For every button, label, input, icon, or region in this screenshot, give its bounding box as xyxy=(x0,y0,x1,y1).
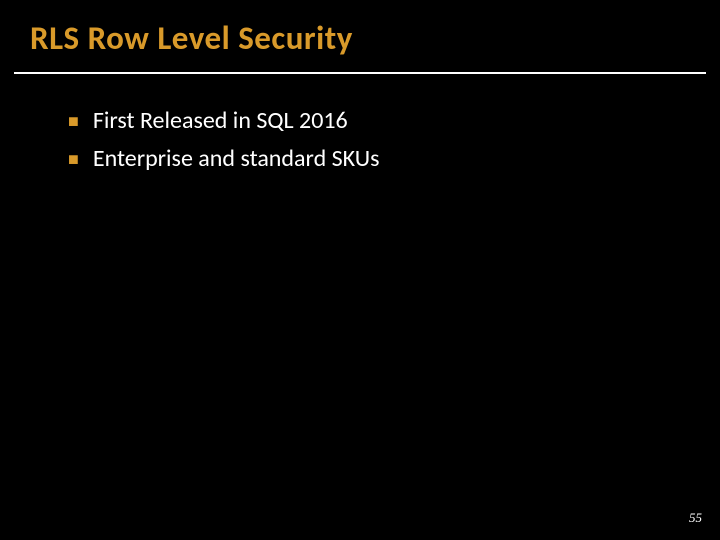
bullet-marker-icon: ■ xyxy=(68,106,79,136)
slide-content: ■ First Released in SQL 2016 ■ Enterpris… xyxy=(0,74,720,174)
slide-title-bar: RLS Row Level Security xyxy=(0,0,720,72)
bullet-text: First Released in SQL 2016 xyxy=(93,106,348,136)
bullet-item: ■ Enterprise and standard SKUs xyxy=(68,144,670,174)
slide-title: RLS Row Level Security xyxy=(30,18,690,58)
bullet-text: Enterprise and standard SKUs xyxy=(93,144,380,174)
bullet-item: ■ First Released in SQL 2016 xyxy=(68,106,670,136)
page-number: 55 xyxy=(689,510,702,526)
bullet-marker-icon: ■ xyxy=(68,144,79,174)
